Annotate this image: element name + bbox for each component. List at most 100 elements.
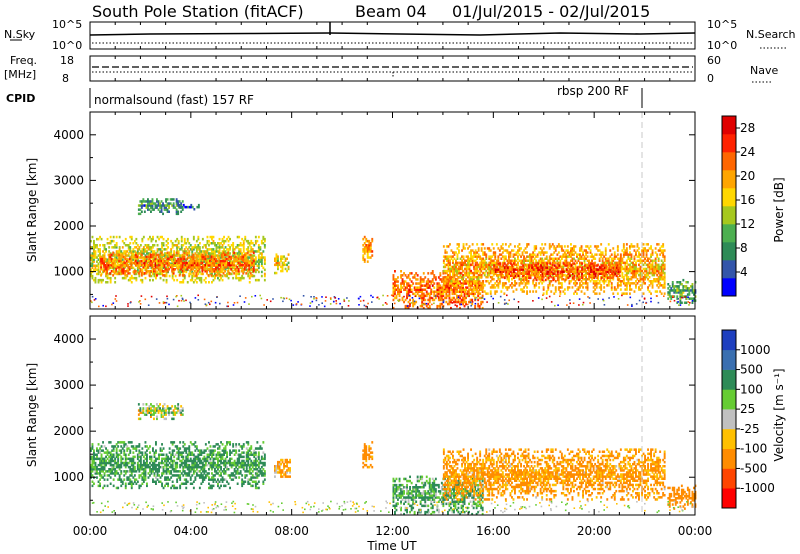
echo-cell — [615, 263, 618, 267]
echo-cell — [277, 259, 279, 262]
echo-cell — [130, 263, 133, 267]
echo-cell — [102, 250, 104, 253]
echo-cell — [624, 249, 627, 252]
echo-cell — [165, 260, 168, 263]
echo-cell — [498, 282, 501, 285]
clutter-point — [414, 295, 417, 297]
echo-cell — [447, 263, 450, 267]
echo-cell — [440, 280, 443, 283]
echo-cell — [366, 239, 369, 243]
echo-cell — [151, 261, 154, 265]
echo-cell — [192, 281, 195, 284]
echo-cell — [625, 284, 628, 287]
echo-cell — [93, 244, 95, 247]
echo-cell — [412, 300, 415, 304]
echo-cell — [570, 243, 572, 246]
echo-cell — [133, 272, 136, 275]
echo-cell — [573, 249, 575, 252]
echo-cell — [94, 281, 97, 284]
echo-cell — [447, 282, 449, 285]
echo-cell — [517, 274, 520, 278]
echo-cell — [545, 290, 548, 293]
echo-cell — [456, 280, 459, 283]
echo-cell — [168, 204, 170, 207]
echo-cell — [625, 259, 628, 262]
echo-cell — [427, 278, 430, 281]
echo-cell — [459, 257, 462, 260]
echo-cell — [618, 274, 621, 278]
echo-cell — [625, 292, 628, 295]
echo-cell — [629, 288, 631, 291]
echo-cell — [181, 200, 184, 203]
echo-cell — [227, 235, 230, 239]
echo-cell — [159, 259, 161, 263]
echo-cell — [173, 258, 176, 261]
echo-cell — [436, 288, 439, 291]
echo-cell — [190, 263, 193, 267]
echo-cell — [248, 268, 251, 271]
echo-cell — [184, 205, 187, 209]
echo-cell — [501, 282, 504, 285]
echo-cell — [398, 294, 401, 298]
echo-cell — [142, 246, 145, 249]
echo-cell — [133, 239, 136, 243]
clutter-point — [382, 294, 384, 297]
echo-cell — [144, 248, 147, 251]
echo-cell — [544, 261, 547, 265]
echo-cell — [397, 276, 399, 279]
echo-cell — [111, 239, 114, 243]
echo-cell — [157, 208, 160, 211]
echo-cell — [447, 278, 450, 281]
echo-cell — [250, 246, 253, 249]
echo-cell — [363, 246, 366, 249]
echo-cell — [489, 292, 492, 295]
clutter-point — [194, 297, 197, 299]
echo-cell — [97, 248, 100, 251]
echo-cell — [445, 292, 448, 296]
echo-cell — [541, 243, 544, 246]
echo-cell — [541, 257, 544, 260]
echo-cell — [171, 242, 174, 245]
echo-cell — [624, 263, 627, 267]
echo-cell — [200, 252, 203, 255]
echo-cell — [206, 263, 208, 267]
echo-cell — [197, 205, 200, 209]
echo-cell — [251, 250, 254, 253]
echo-cell — [164, 256, 166, 259]
echo-cell — [394, 296, 396, 300]
echo-cell — [430, 292, 433, 296]
echo-cell — [108, 256, 111, 259]
echo-cell — [541, 251, 544, 254]
echo-cell — [453, 292, 456, 295]
echo-cell — [476, 286, 479, 289]
echo-cell — [477, 263, 480, 267]
echo-cell — [142, 200, 145, 203]
echo-cell — [362, 256, 365, 259]
clutter-point — [309, 302, 312, 304]
echo-cell — [403, 284, 405, 287]
echo-cell — [94, 244, 97, 247]
echo-cell — [91, 262, 94, 265]
echo-cell — [465, 265, 468, 269]
echo-cell — [633, 259, 636, 262]
echo-cell — [240, 255, 243, 259]
echo-cell — [462, 269, 465, 273]
echo-cell — [215, 244, 218, 247]
echo-cell — [455, 263, 457, 267]
echo-cell — [439, 304, 442, 308]
echo-cell — [445, 294, 448, 298]
echo-cell — [455, 284, 457, 287]
echo-cell — [153, 208, 155, 211]
echo-cell — [207, 274, 210, 277]
echo-cell — [444, 278, 447, 281]
echo-cell — [632, 282, 634, 285]
echo-cell — [221, 274, 224, 278]
echo-cell — [456, 271, 459, 275]
echo-cell — [491, 284, 494, 287]
echo-cell — [604, 261, 607, 265]
echo-cell — [461, 263, 463, 267]
clutter-point — [397, 299, 399, 302]
echo-cell — [208, 258, 210, 261]
echo-cell — [232, 276, 235, 280]
echo-cell — [176, 248, 179, 251]
